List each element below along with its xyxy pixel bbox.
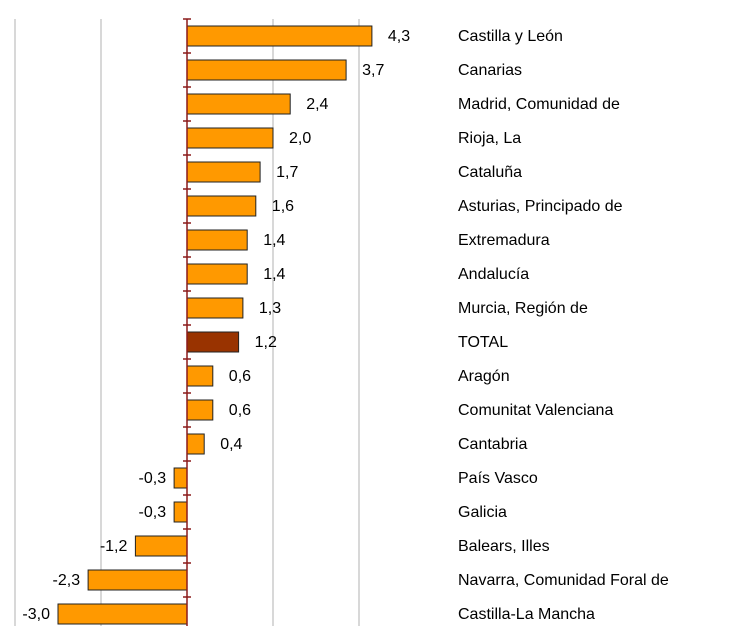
value-label: 1,4 [263, 232, 285, 249]
value-label: -0,3 [139, 504, 167, 521]
value-label: 2,4 [306, 96, 328, 113]
value-label: 1,4 [263, 266, 285, 283]
category-label: Castilla-La Mancha [458, 606, 595, 623]
value-label: 2,0 [289, 130, 311, 147]
bar [186, 127, 274, 149]
bar [186, 263, 248, 285]
bar [186, 25, 373, 47]
bar [186, 331, 240, 353]
value-label: 1,3 [259, 300, 281, 317]
category-label: TOTAL [458, 334, 508, 351]
category-label: Comunitat Valenciana [458, 402, 613, 419]
category-label: Galicia [458, 504, 507, 521]
value-label: -0,3 [139, 470, 167, 487]
value-label: -1,2 [100, 538, 128, 555]
value-label: 4,3 [388, 28, 410, 45]
category-label: País Vasco [458, 470, 538, 487]
category-label: Extremadura [458, 232, 550, 249]
bar [186, 297, 244, 319]
category-label: Madrid, Comunidad de [458, 96, 620, 113]
value-label: -3,0 [22, 606, 50, 623]
bar [173, 501, 188, 523]
bar [57, 603, 188, 625]
category-label: Castilla y León [458, 28, 563, 45]
bar [186, 195, 257, 217]
category-label: Andalucía [458, 266, 529, 283]
category-label: Murcia, Región de [458, 300, 588, 317]
value-label: 0,4 [220, 436, 242, 453]
value-label: 1,6 [272, 198, 294, 215]
category-label: Asturias, Principado de [458, 198, 623, 215]
bar [186, 433, 205, 455]
bar [186, 399, 214, 421]
bar [186, 229, 248, 251]
bar [186, 93, 291, 115]
category-label: Aragón [458, 368, 510, 385]
value-label: 0,6 [229, 368, 251, 385]
value-label: 3,7 [362, 62, 384, 79]
category-label: Cataluña [458, 164, 522, 181]
value-label: -2,3 [53, 572, 81, 589]
category-label: Rioja, La [458, 130, 521, 147]
bar [186, 161, 261, 183]
category-label: Balears, Illes [458, 538, 550, 555]
bar [173, 467, 188, 489]
category-label: Canarias [458, 62, 522, 79]
value-label: 1,7 [276, 164, 298, 181]
bar [186, 59, 347, 81]
value-label: 1,2 [255, 334, 277, 351]
bar [87, 569, 188, 591]
bar [186, 365, 214, 387]
value-label: 0,6 [229, 402, 251, 419]
bar [134, 535, 188, 557]
category-label: Navarra, Comunidad Foral de [458, 572, 669, 589]
category-label: Cantabria [458, 436, 527, 453]
